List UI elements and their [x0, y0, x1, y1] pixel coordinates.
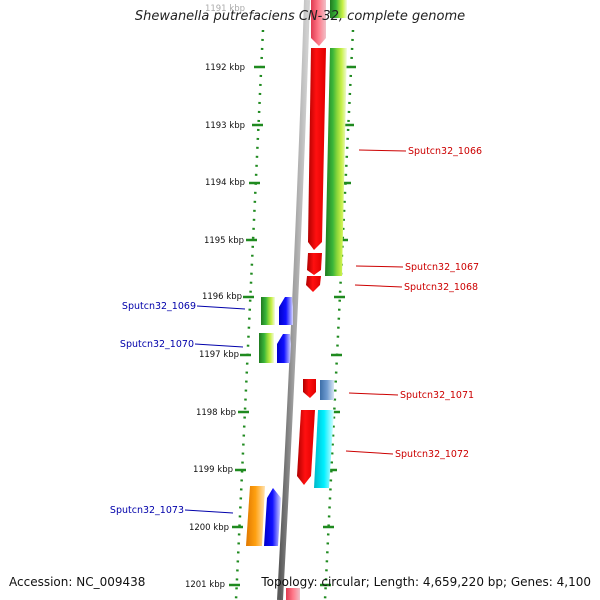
gene-label-sputcn32-1073[interactable]: Sputcn32_1073: [110, 505, 184, 516]
tick-label-1200: 1200 kbp: [189, 523, 229, 533]
gene-arrow-cyan-1072-pair[interactable]: [314, 410, 334, 488]
accession-label: Accession: NC_009438: [9, 575, 146, 589]
gene-arrow-sputcn32-1070[interactable]: [259, 333, 274, 363]
genome-backbone: [277, 0, 310, 600]
gene-arrow-sputcn32-1069[interactable]: [261, 297, 275, 325]
gene-arrow-bottom-partial[interactable]: [286, 588, 300, 600]
gene-arrow-green-top[interactable]: [330, 0, 347, 18]
gene-arrow-steelblue-1071-pair[interactable]: [320, 380, 334, 400]
leader-line-1069: [196, 305, 246, 310]
gene-label-sputcn32-1066[interactable]: Sputcn32_1066: [408, 146, 482, 157]
gene-arrow-sputcn32-1066[interactable]: [308, 48, 326, 250]
tick-label-1197: 1197 kbp: [199, 350, 239, 360]
tick-label-1201: 1201 kbp: [185, 580, 225, 590]
gene-arrow-green-long[interactable]: [325, 48, 347, 276]
leader-line-1071: [348, 392, 399, 396]
genome-summary: Topology: circular; Length: 4,659,220 bp…: [261, 575, 591, 589]
gene-label-sputcn32-1071[interactable]: Sputcn32_1071: [400, 390, 474, 401]
gene-label-sputcn32-1069[interactable]: Sputcn32_1069: [122, 301, 196, 312]
leader-line-1068: [354, 284, 403, 288]
tick-label-1196: 1196 kbp: [202, 292, 242, 302]
gene-arrow-sputcn32-1072[interactable]: [297, 410, 315, 485]
gene-arrow-top-partial[interactable]: [311, 0, 326, 46]
tick-label-1199: 1199 kbp: [193, 465, 233, 475]
gene-label-sputcn32-1068[interactable]: Sputcn32_1068: [404, 282, 478, 293]
tick-label-1195: 1195 kbp: [204, 236, 244, 246]
leader-line-1067: [355, 265, 404, 268]
gene-arrow-blue-1073-pair[interactable]: [264, 488, 281, 546]
gene-label-sputcn32-1067[interactable]: Sputcn32_1067: [405, 262, 479, 273]
gene-arrow-blue-1070-pair[interactable]: [277, 334, 291, 363]
tick-label-1191: 1191 kbp: [205, 4, 245, 14]
tick-label-1193: 1193 kbp: [205, 121, 245, 131]
leader-line-1072: [345, 450, 394, 455]
gene-arrow-sputcn32-1068[interactable]: [306, 276, 321, 292]
tick-label-1198: 1198 kbp: [196, 408, 236, 418]
tick-label-1192: 1192 kbp: [205, 63, 245, 73]
gene-label-sputcn32-1072[interactable]: Sputcn32_1072: [395, 449, 469, 460]
gene-arrow-sputcn32-1071[interactable]: [303, 379, 316, 398]
gene-arrow-sputcn32-1073[interactable]: [246, 486, 265, 546]
leader-line-1073: [184, 509, 234, 514]
leader-line-1066: [358, 149, 407, 152]
gene-arrow-sputcn32-1067[interactable]: [307, 253, 322, 275]
tick-label-1194: 1194 kbp: [205, 178, 245, 188]
gene-label-sputcn32-1070[interactable]: Sputcn32_1070: [120, 339, 194, 350]
leader-line-1070: [194, 343, 244, 348]
genome-title: Shewanella putrefaciens CN-32, complete …: [134, 9, 466, 24]
gene-arrow-blue-1069-pair[interactable]: [279, 297, 293, 325]
